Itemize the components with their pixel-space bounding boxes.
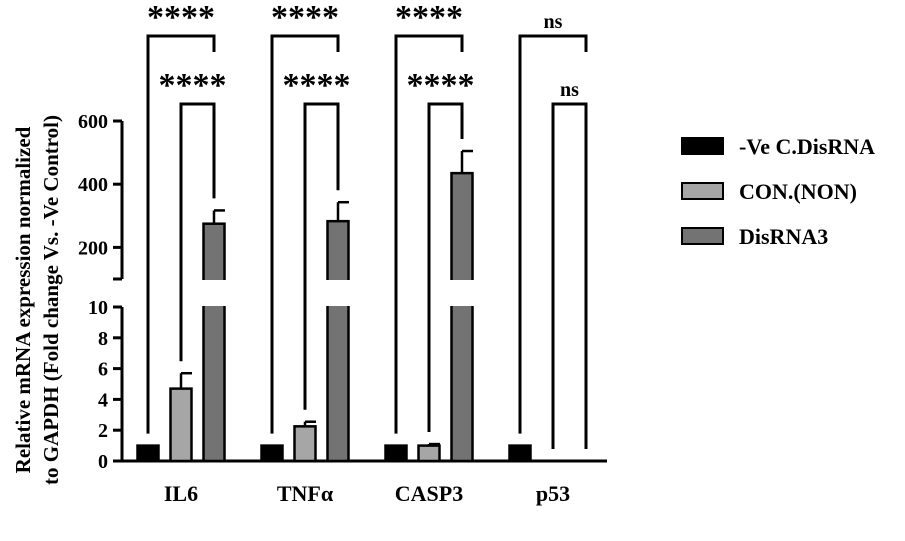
- bracket-outer: [394, 34, 464, 434]
- legend-swatch: [681, 227, 724, 245]
- bar: [293, 425, 317, 463]
- y-tick-label: 6: [98, 359, 108, 381]
- error-bars: [179, 149, 473, 446]
- y-tick-label: 600: [78, 111, 108, 133]
- legend-item: CON.(NON): [681, 179, 857, 204]
- bracket-inner: [551, 102, 588, 449]
- y-tick-label: 2: [98, 420, 108, 442]
- y-tick-label: 400: [78, 174, 108, 196]
- x-tick-label: p53: [536, 481, 570, 506]
- legend-swatch: [681, 182, 724, 200]
- bar: [202, 222, 226, 463]
- significance-label: ****: [271, 0, 339, 36]
- y-tick-label: 10: [88, 297, 108, 319]
- significance-label: ****: [283, 67, 351, 104]
- significance-label: ns: [544, 11, 563, 33]
- bars: [136, 171, 532, 463]
- significance-label: ****: [147, 0, 215, 36]
- legend-label: CON.(NON): [739, 179, 857, 204]
- y-axis-title-line1: Relative mRNA expression normalized: [11, 126, 35, 473]
- bar-break-gap: [449, 280, 475, 306]
- x-tick-label: IL6: [164, 481, 198, 506]
- significance-label: ****: [407, 67, 475, 104]
- bar: [136, 444, 160, 463]
- bar: [169, 387, 193, 463]
- y-axis-title: Relative mRNA expression normalized to G…: [11, 115, 63, 485]
- significance-label: ns: [560, 79, 579, 101]
- bar: [508, 444, 532, 463]
- legend-swatch: [681, 137, 724, 155]
- significance-brackets: **** **** **** **** **** **** ns ns: [146, 0, 588, 449]
- y-tick-label: 0: [98, 451, 108, 473]
- bracket-inner: [303, 102, 340, 410]
- legend-label: DisRNA3: [739, 224, 828, 249]
- y-tick-label: 8: [98, 328, 108, 350]
- x-tick-labels: IL6 TNFα CASP3 p53: [164, 481, 570, 506]
- bar-break-gap: [201, 280, 227, 306]
- bar: [450, 171, 474, 463]
- significance-label: ****: [159, 67, 227, 104]
- legend-item: -Ve C.DisRNA: [681, 134, 875, 159]
- bracket-outer: [518, 34, 588, 434]
- bracket-inner: [179, 102, 216, 362]
- y-axis-title-line2: to GAPDH (Fold change Vs. -Ve Control): [39, 115, 63, 485]
- bar: [384, 444, 408, 463]
- bar-break-gap: [325, 280, 351, 306]
- significance-label: ****: [395, 0, 463, 36]
- bracket-outer: [270, 34, 340, 434]
- bracket-inner: [427, 102, 464, 433]
- bar: [417, 444, 441, 463]
- bracket-outer: [146, 34, 216, 434]
- legend: -Ve C.DisRNA CON.(NON) DisRNA3: [681, 134, 875, 249]
- bar: [260, 444, 284, 463]
- x-tick-label: CASP3: [395, 481, 463, 506]
- x-tick-label: TNFα: [277, 481, 334, 506]
- y-tick-label: 4: [98, 389, 108, 411]
- legend-label: -Ve C.DisRNA: [739, 134, 875, 159]
- bar: [326, 219, 350, 463]
- y-tick-label: 200: [78, 237, 108, 259]
- legend-item: DisRNA3: [681, 224, 828, 249]
